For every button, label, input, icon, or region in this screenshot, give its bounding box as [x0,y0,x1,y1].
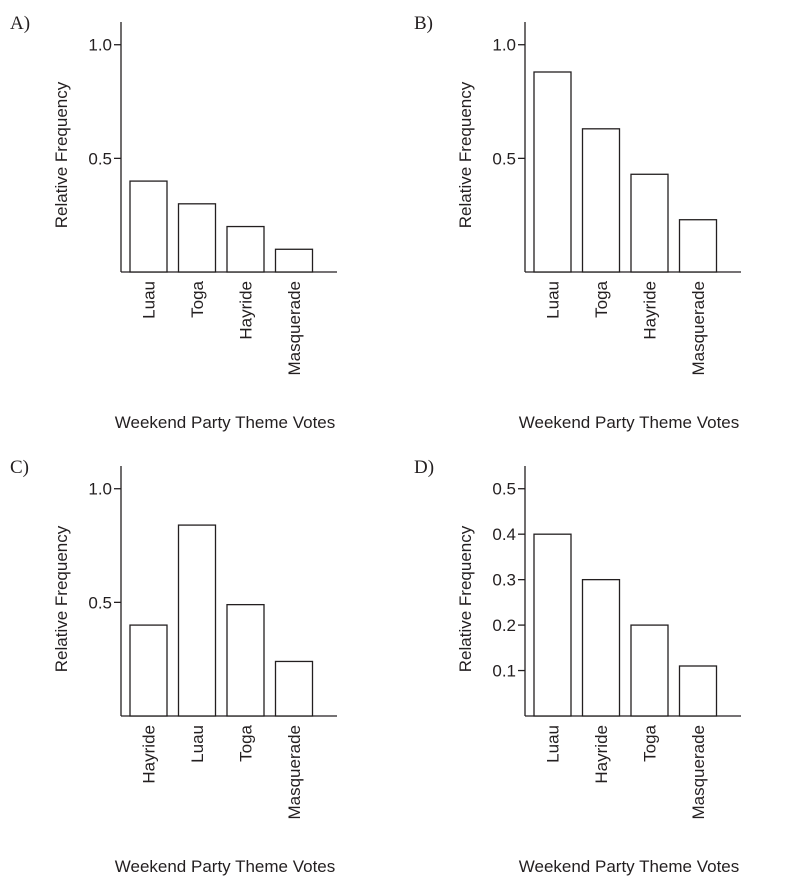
panel-label: A) [10,13,30,34]
y-axis-title: Relative Frequency [456,81,475,228]
bar [274,660,314,717]
bar [678,219,718,273]
bar [533,533,572,717]
category-label: Luau [544,281,563,319]
bar [630,624,669,717]
y-tick-label: 0.5 [88,149,112,168]
category-label: Masquerade [285,725,304,820]
category-label: Toga [237,724,256,761]
category-label: Masquerade [689,281,708,376]
y-tick-label: 0.5 [492,149,516,168]
y-tick-label: 0.4 [492,525,516,544]
bar [274,248,314,273]
chart-panel-d: D) 0.1 0.2 0.3 0.4 0.5 Relative Frequency Luau H… [404,444,808,882]
chart-panel-a: A) 0.5 1.0 Relative Frequency Luau Toga Hayrid… [0,0,404,438]
bar [581,578,621,717]
chart-c-svg: C) 0.5 1.0 Relative Frequency Hayride Luau Tog… [10,457,337,876]
x-axis-title: Weekend Party Theme Votes [115,857,336,876]
category-label: Toga [188,280,207,317]
y-tick-label: 1.0 [492,36,516,55]
y-tick-label: 0.2 [492,616,516,635]
category-label: Toga [641,724,660,761]
bar [630,173,669,273]
panel-label: C) [10,457,29,478]
panel-label: B) [414,13,433,34]
bar [226,603,265,717]
bar [177,203,217,273]
y-tick-label: 0.1 [492,662,516,681]
category-label: Luau [544,725,563,763]
chart-a-svg: A) 0.5 1.0 Relative Frequency Luau Toga Hayrid… [10,13,337,432]
panel-label: D) [414,457,434,478]
category-label: Hayride [140,725,159,784]
chart-d-svg: D) 0.1 0.2 0.3 0.4 0.5 Relative Frequency Luau H… [414,457,741,876]
category-label: Luau [140,281,159,319]
bar [226,225,265,273]
category-label: Luau [188,725,207,763]
bar [129,624,168,717]
bar [533,71,572,273]
category-label: Masquerade [689,725,708,820]
y-tick-label: 1.0 [88,480,112,499]
category-label: Toga [592,280,611,317]
category-label: Masquerade [285,281,304,376]
bar [129,180,168,273]
y-axis-title: Relative Frequency [52,525,71,672]
chart-panel-c: C) 0.5 1.0 Relative Frequency Hayride Luau Tog… [0,444,404,882]
y-tick-label: 0.5 [88,593,112,612]
y-tick-label: 1.0 [88,36,112,55]
chart-b-svg: B) 0.5 1.0 Relative Frequency Luau Toga Hayrid… [414,13,741,432]
bar [177,524,217,717]
x-axis-title: Weekend Party Theme Votes [519,857,740,876]
bar [678,665,718,717]
x-axis-title: Weekend Party Theme Votes [115,413,336,432]
y-tick-label: 0.3 [492,571,516,590]
category-label: Hayride [592,725,611,784]
category-label: Hayride [237,281,256,340]
chart-panel-b: B) 0.5 1.0 Relative Frequency Luau Toga Hayrid… [404,0,808,438]
category-label: Hayride [641,281,660,340]
y-tick-label: 0.5 [492,480,516,499]
bar [581,128,621,273]
y-axis-title: Relative Frequency [52,81,71,228]
y-axis-title: Relative Frequency [456,525,475,672]
x-axis-title: Weekend Party Theme Votes [519,413,740,432]
